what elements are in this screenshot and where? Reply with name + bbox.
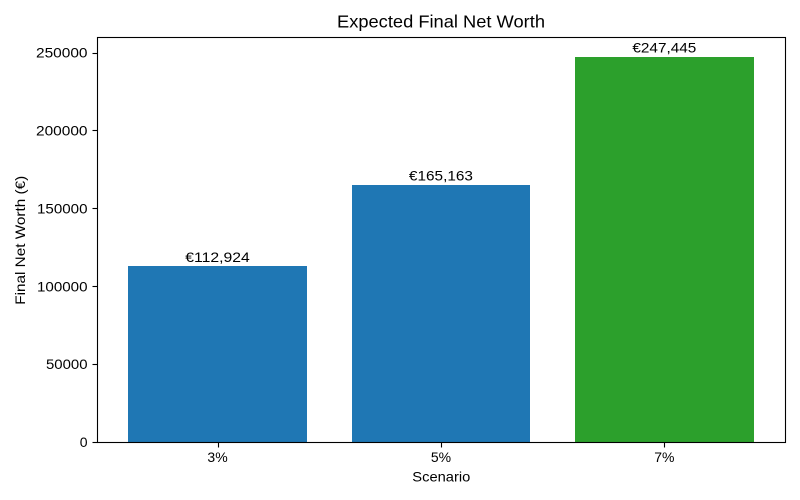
svg-text:150000: 150000	[37, 201, 88, 217]
svg-text:100000: 100000	[37, 279, 88, 295]
svg-text:0: 0	[80, 434, 88, 450]
svg-text:€112,924: €112,924	[185, 249, 250, 265]
svg-text:200000: 200000	[36, 123, 88, 139]
svg-text:7%: 7%	[654, 449, 674, 465]
svg-text:Expected Final Net Worth: Expected Final Net Worth	[337, 12, 545, 32]
svg-text:3%: 3%	[207, 449, 227, 465]
svg-text:Scenario: Scenario	[412, 469, 470, 485]
svg-text:50000: 50000	[46, 356, 88, 372]
svg-text:250000: 250000	[36, 45, 88, 61]
svg-text:Final Net Worth (€): Final Net Worth (€)	[12, 176, 28, 305]
svg-text:€165,163: €165,163	[409, 167, 473, 183]
svg-text:5%: 5%	[431, 449, 451, 465]
svg-text:€247,445: €247,445	[632, 39, 696, 55]
